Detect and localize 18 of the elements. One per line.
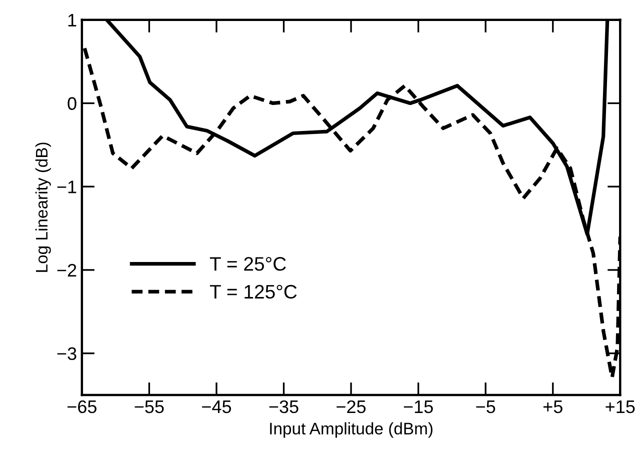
x-tick-label: −65 [68, 400, 96, 414]
x-tick-label: +15 [606, 400, 635, 414]
y-tick-label: −2 [57, 264, 76, 277]
y-tick-label: −1 [57, 180, 76, 194]
x-tick-label: −45 [202, 400, 232, 414]
x-tick-label: −5 [476, 400, 496, 414]
legend-label: T = 125°C [210, 284, 297, 299]
x-tick-label: −25 [336, 400, 366, 414]
x-tick-label: +5 [543, 400, 562, 414]
y-tick-label: 0 [68, 97, 76, 110]
x-tick-label: −15 [404, 400, 433, 414]
y-tick-label: 1 [68, 14, 76, 26]
x-tick-label: −55 [134, 400, 164, 414]
y-axis-title: Log Linearity (dB) [35, 142, 51, 272]
x-axis-title: Input Amplitude (dBm) [270, 422, 432, 438]
x-tick-label: −35 [269, 400, 298, 414]
y-tick-label: −3 [57, 347, 76, 360]
legend-label: T = 25°C [210, 257, 286, 271]
